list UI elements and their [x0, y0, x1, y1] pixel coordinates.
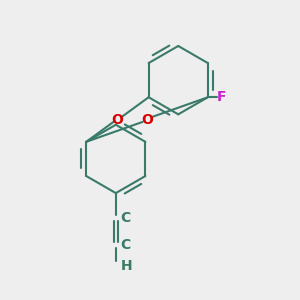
- Text: H: H: [120, 259, 132, 273]
- Text: F: F: [217, 90, 226, 104]
- Text: O: O: [141, 112, 153, 127]
- Text: C: C: [120, 212, 130, 225]
- Text: O: O: [112, 112, 123, 127]
- Text: C: C: [120, 238, 130, 252]
